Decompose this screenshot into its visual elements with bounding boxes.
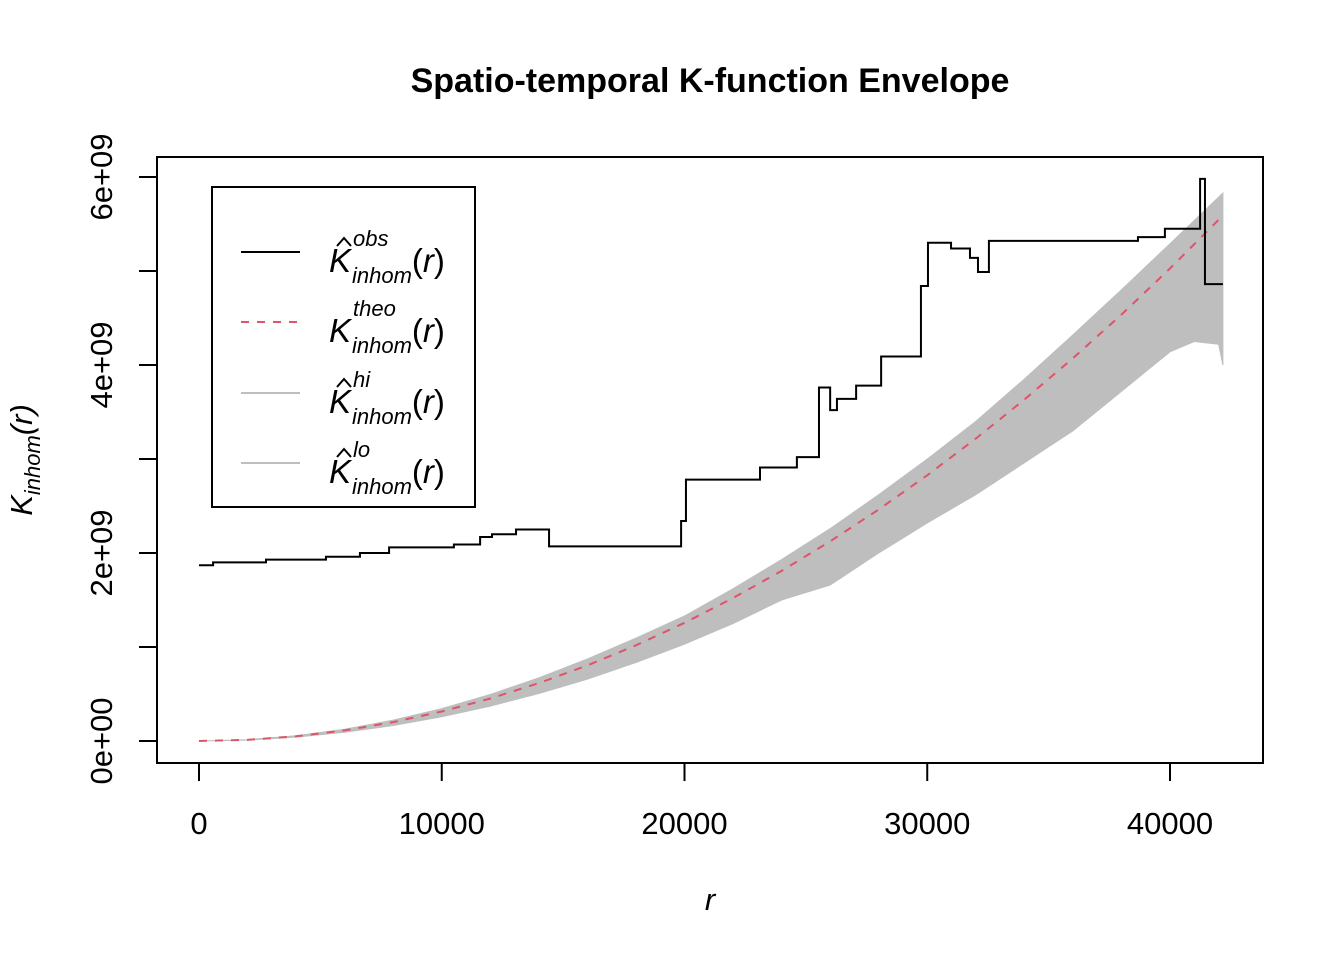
hat-accent-icon <box>336 447 352 458</box>
y-label-arg: (r) <box>4 404 39 435</box>
svg-text:Kinhom(r): Kinhom(r) <box>4 404 45 516</box>
legend-item-theo: Ktheo inhom(r) <box>241 296 445 358</box>
x-tick-label: 30000 <box>884 806 970 841</box>
x-axis: 0 10000 20000 30000 40000 <box>190 762 1213 841</box>
theo-line <box>198 214 1224 742</box>
x-axis-label: r <box>705 882 717 917</box>
y-tick-label: 2e+09 <box>84 509 119 596</box>
legend-label: Khi inhom(r) <box>329 367 445 429</box>
x-tick-label: 10000 <box>399 806 485 841</box>
chart-title: Spatio-temporal K-function Envelope <box>411 62 1010 100</box>
legend-label: Klo inhom(r) <box>329 437 445 499</box>
y-label-main: K <box>4 494 39 516</box>
envelope-area <box>198 191 1224 742</box>
y-tick-label: 4e+09 <box>84 321 119 408</box>
x-tick-label: 20000 <box>641 806 727 841</box>
envelope-band <box>198 191 1224 742</box>
legend-item-obs: Kobs inhom(r) <box>241 226 445 288</box>
y-axis: 0e+00 2e+09 4e+09 6e+09 <box>84 133 158 785</box>
y-tick-label: 0e+00 <box>84 697 119 784</box>
y-axis-label: Kinhom(r) <box>4 404 45 516</box>
legend-item-lo: Klo inhom(r) <box>241 437 445 499</box>
x-tick-label: 0 <box>190 806 207 841</box>
y-tick-label: 6e+09 <box>84 133 119 220</box>
obs-line <box>199 177 1223 567</box>
hat-accent-icon <box>336 236 352 247</box>
hat-accent-icon <box>336 377 352 388</box>
x-tick-label: 40000 <box>1127 806 1213 841</box>
legend-label: Ktheo inhom(r) <box>329 296 445 358</box>
legend-box <box>211 186 476 508</box>
legend-item-hi: Khi inhom(r) <box>241 367 445 429</box>
y-label-sub: inhom <box>20 435 45 495</box>
legend-label: Kobs inhom(r) <box>329 226 445 288</box>
legend: Kobs inhom(r) Ktheo inhom(r) Khi inhom(r) Klo i… <box>211 186 476 508</box>
